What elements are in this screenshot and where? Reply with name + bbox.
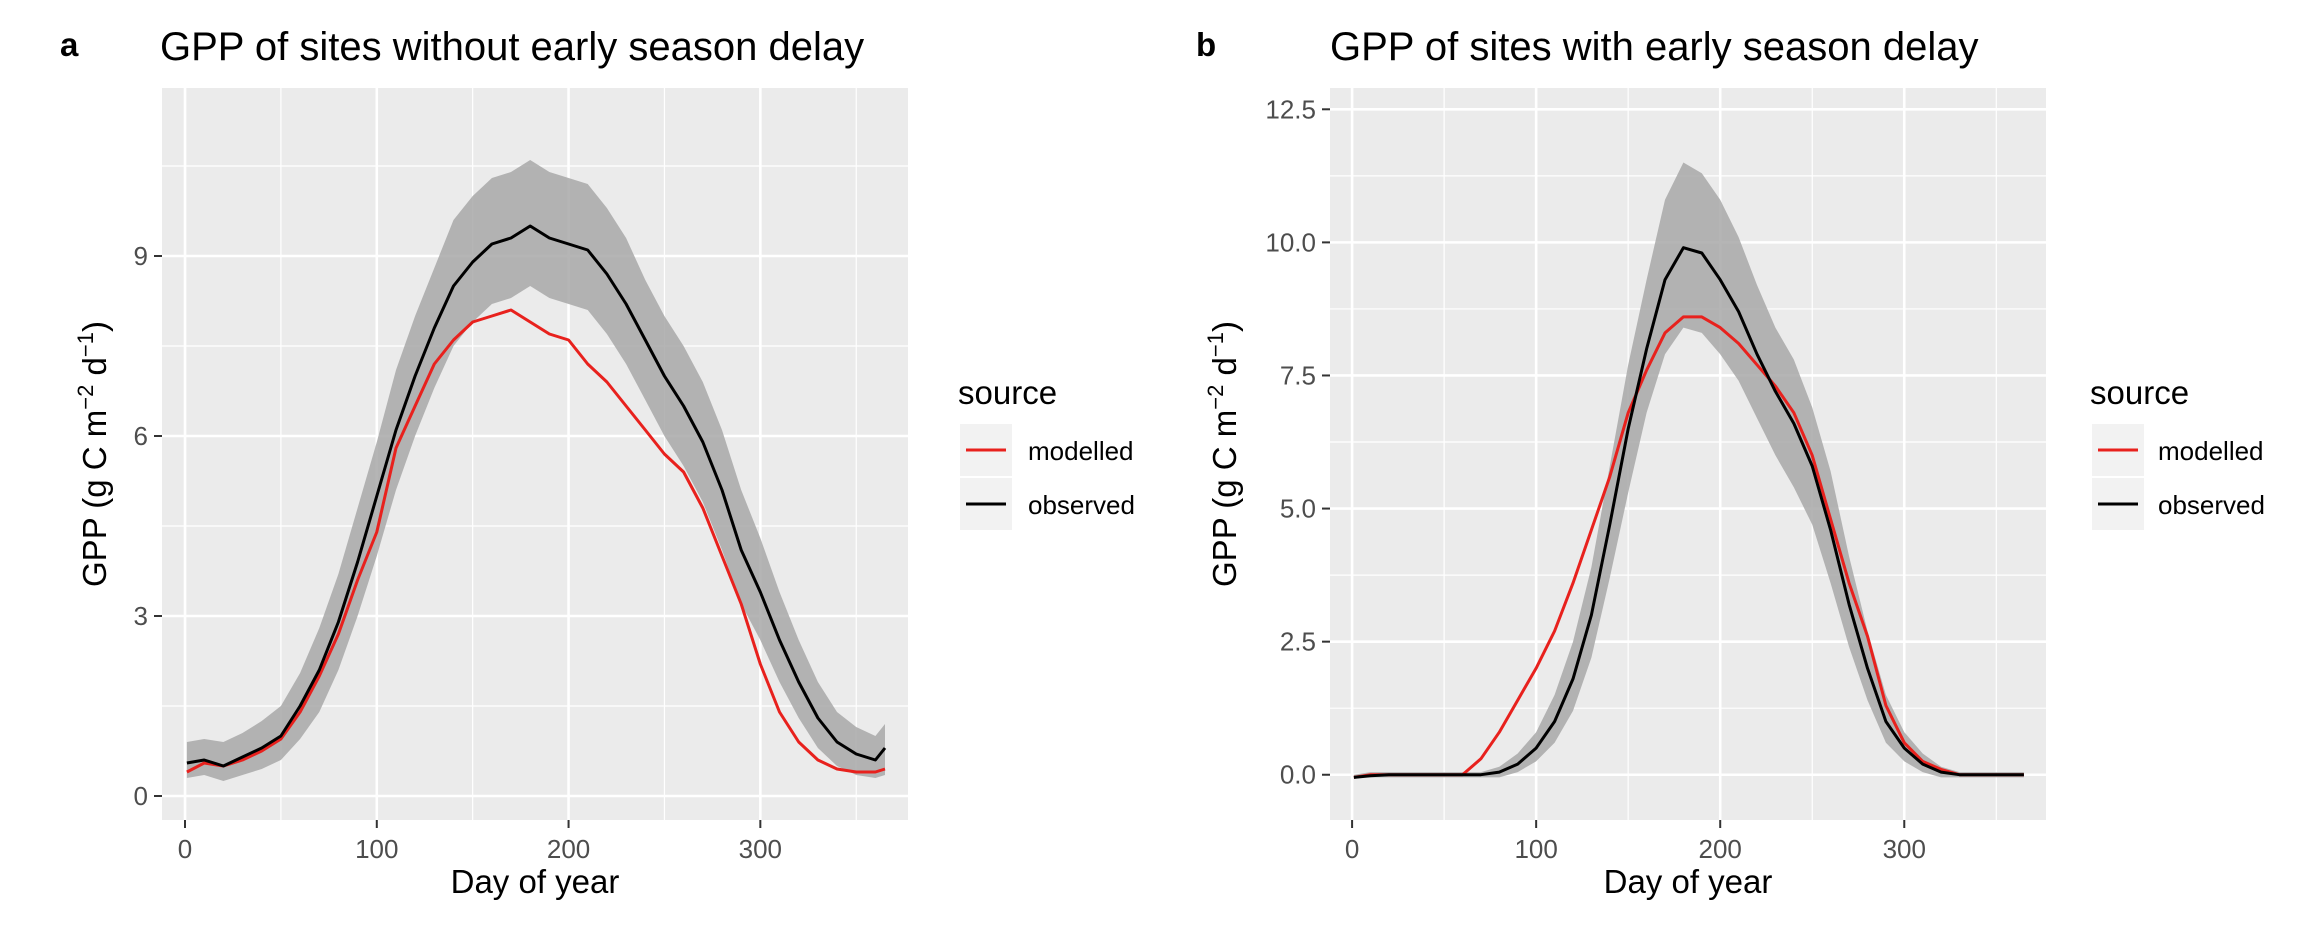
panel-b: b GPP of sites with early season delay 0… [1196, 25, 2265, 900]
panel-b-y-tick-label: 7.5 [1280, 360, 1316, 390]
panel-a-legend-label-observed: observed [1028, 490, 1135, 520]
panel-a-y-tick-label: 3 [134, 601, 148, 631]
panel-b-legend: source modelled observed [2090, 374, 2265, 530]
panel-b-y-axis-label: GPP (g C m−2 d−1) [1203, 321, 1243, 587]
panel-label-a: a [60, 26, 79, 63]
panel-b-modelled-line [1353, 315, 2024, 779]
panel-a-y-tick-label: 9 [134, 241, 148, 271]
panel-b-x-axis-label: Day of year [1604, 863, 1773, 900]
panel-b-y-tick-label: 12.5 [1265, 94, 1316, 124]
panel-label-b: b [1196, 26, 1216, 63]
panel-b-y-tick-label: 10.0 [1265, 227, 1316, 257]
panel-a-title: GPP of sites without early season delay [160, 25, 864, 69]
panel-b-x-tick-label: 100 [1514, 834, 1557, 864]
panel-b-ticks: 0 100 200 300 0.0 2.5 5.0 7.5 10.0 12.5 [1265, 94, 1926, 864]
panel-b-x-tick-label: 0 [1345, 834, 1359, 864]
panel-a-y-tick-label: 0 [134, 781, 148, 811]
panel-b-y-tick-label: 2.5 [1280, 627, 1316, 657]
panel-a: a GPP of sites without early season dela… [60, 25, 1135, 900]
panel-a-legend-label-modelled: modelled [1028, 436, 1134, 466]
panel-a-x-tick-label: 200 [547, 834, 590, 864]
panel-b-legend-label-modelled: modelled [2158, 436, 2264, 466]
panel-a-legend: source modelled observed [958, 374, 1135, 530]
panel-a-x-tick-label: 100 [355, 834, 398, 864]
panel-b-legend-title: source [2090, 374, 2189, 411]
panel-a-observed-line [186, 224, 887, 768]
panel-b-series [1353, 162, 2024, 779]
panel-a-legend-title: source [958, 374, 1057, 411]
panel-b-observed-ribbon [1353, 162, 2024, 778]
panel-b-observed-line [1353, 246, 2024, 779]
panel-a-observed-ribbon [186, 160, 885, 781]
panel-a-y-tick-label: 6 [134, 421, 148, 451]
panel-b-legend-label-observed: observed [2158, 490, 2265, 520]
panel-a-series [186, 160, 887, 781]
panel-a-x-tick-label: 0 [178, 834, 192, 864]
panel-b-x-tick-label: 200 [1699, 834, 1742, 864]
panel-b-y-tick-label: 0.0 [1280, 760, 1316, 790]
panel-a-x-axis-label: Day of year [451, 863, 620, 900]
panel-a-y-axis-label: GPP (g C m−2 d−1) [73, 321, 113, 587]
panel-a-x-tick-label: 300 [739, 834, 782, 864]
panel-b-x-tick-label: 300 [1883, 834, 1926, 864]
panel-a-ticks: 0 100 200 300 0 3 6 9 [134, 241, 782, 864]
panel-a-modelled-line [186, 308, 886, 774]
panel-b-y-tick-label: 5.0 [1280, 494, 1316, 524]
panel-b-title: GPP of sites with early season delay [1330, 25, 1978, 69]
